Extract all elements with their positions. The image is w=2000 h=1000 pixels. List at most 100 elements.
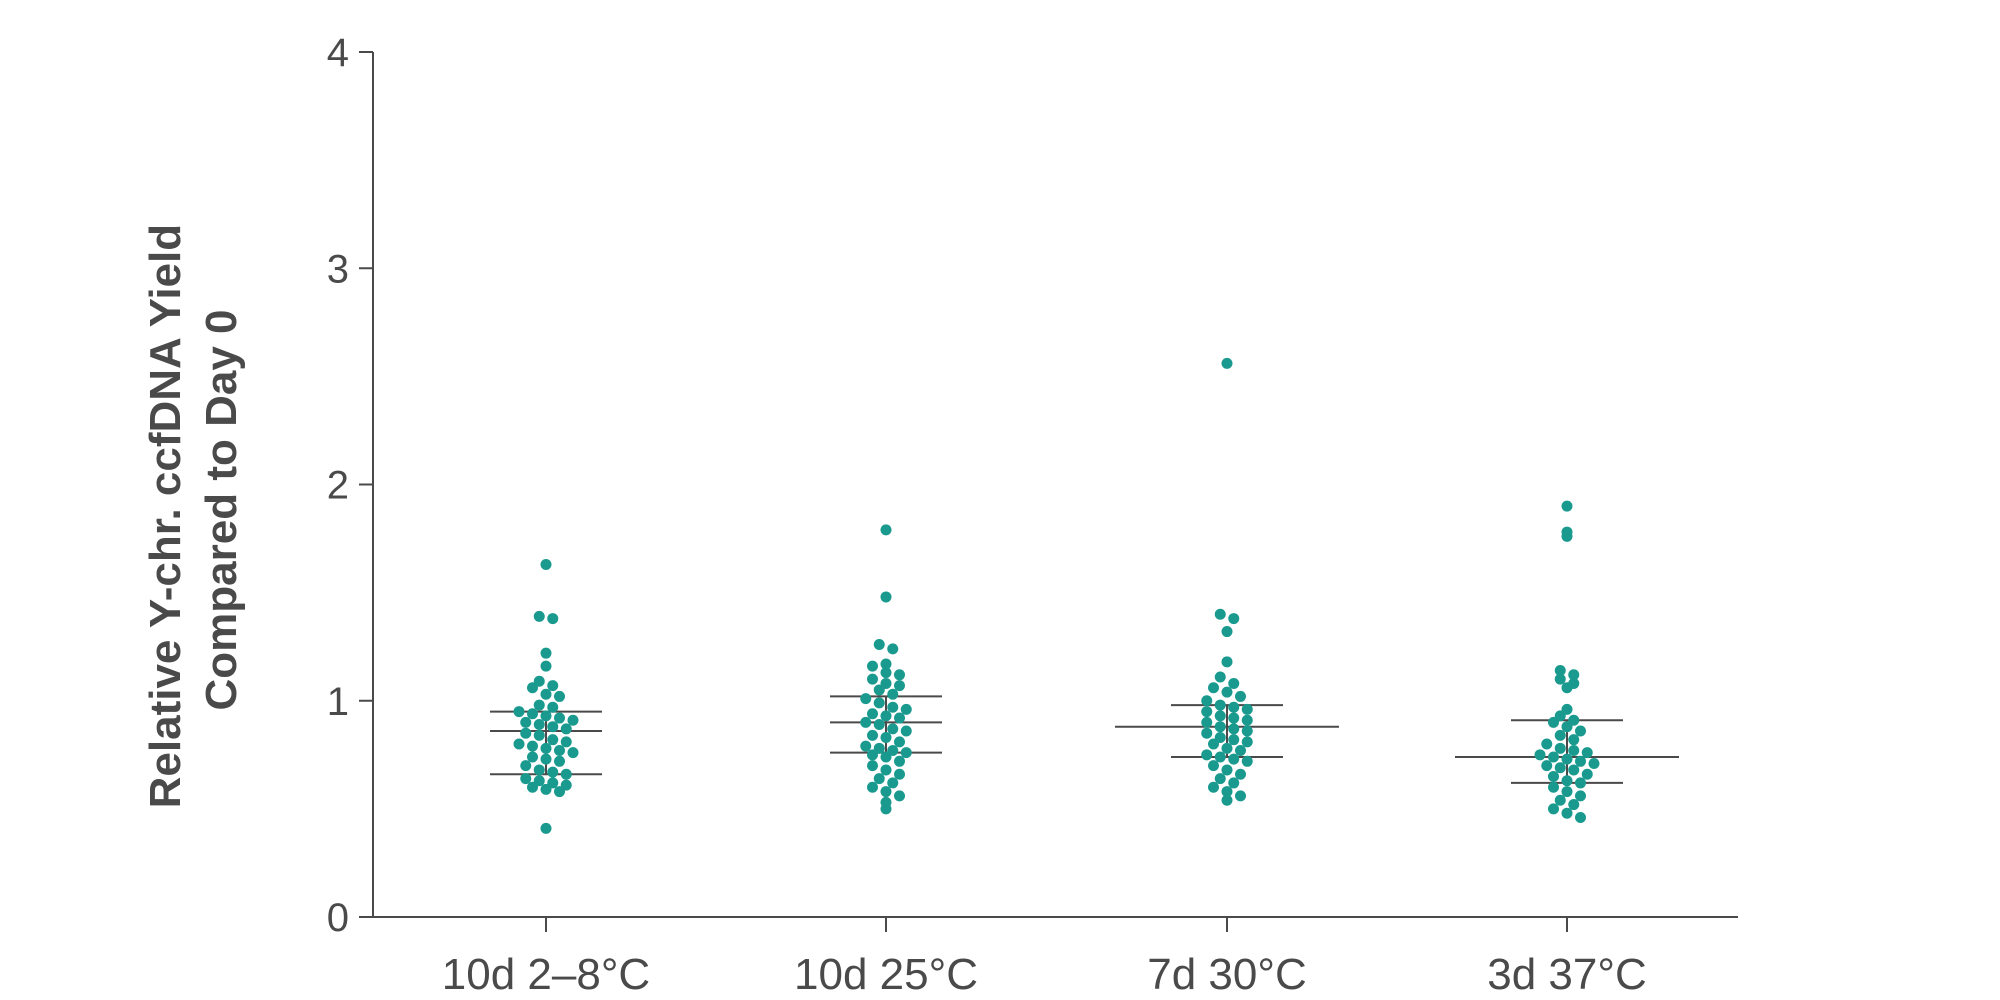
data-point bbox=[1221, 357, 1233, 369]
data-point bbox=[1561, 530, 1573, 542]
data-point bbox=[567, 747, 579, 759]
data-point bbox=[567, 714, 579, 726]
data-point bbox=[873, 639, 885, 651]
data-point bbox=[1561, 786, 1573, 798]
data-point bbox=[1581, 747, 1593, 759]
data-point bbox=[540, 783, 552, 795]
data-point bbox=[1214, 773, 1226, 785]
data-point bbox=[533, 719, 545, 731]
data-point bbox=[527, 740, 538, 752]
data-point bbox=[880, 732, 892, 744]
data-point bbox=[540, 742, 552, 754]
data-point bbox=[1554, 742, 1566, 754]
data-point bbox=[554, 712, 565, 724]
data-point bbox=[533, 729, 545, 741]
data-point bbox=[867, 660, 878, 672]
data-point bbox=[1214, 671, 1226, 683]
data-point bbox=[513, 706, 525, 718]
data-point bbox=[547, 734, 559, 746]
data-point bbox=[1561, 807, 1573, 819]
data-point bbox=[894, 712, 905, 724]
data-point bbox=[547, 766, 559, 778]
data-points bbox=[513, 357, 1600, 834]
data-point bbox=[1208, 682, 1219, 694]
data-point bbox=[894, 755, 905, 767]
data-point bbox=[1548, 803, 1559, 815]
data-point bbox=[1221, 764, 1233, 776]
data-point bbox=[513, 738, 525, 750]
y-tick-label: 0 bbox=[327, 896, 349, 940]
y-axis-label-line-1: Relative Y-chr. ccfDNA Yield bbox=[141, 224, 190, 808]
data-point bbox=[560, 768, 572, 780]
data-point bbox=[867, 781, 878, 793]
data-point bbox=[554, 690, 565, 702]
data-point bbox=[1548, 770, 1559, 782]
data-point bbox=[1568, 744, 1580, 756]
data-point bbox=[540, 753, 552, 765]
data-point bbox=[1214, 710, 1226, 722]
data-point bbox=[540, 710, 552, 722]
data-point bbox=[554, 744, 565, 756]
data-point bbox=[887, 688, 899, 700]
data-point bbox=[1541, 760, 1553, 772]
data-point bbox=[1554, 794, 1566, 806]
data-point bbox=[554, 755, 565, 767]
data-point bbox=[554, 786, 565, 798]
data-point bbox=[887, 643, 899, 655]
data-point bbox=[873, 773, 885, 785]
data-point bbox=[860, 716, 872, 728]
data-point bbox=[1568, 799, 1580, 811]
data-point bbox=[887, 701, 899, 713]
data-point bbox=[547, 680, 559, 692]
data-point bbox=[533, 699, 545, 711]
data-point bbox=[527, 682, 538, 694]
data-point bbox=[887, 723, 899, 735]
data-point bbox=[1235, 744, 1246, 756]
data-point bbox=[900, 725, 912, 737]
data-point bbox=[1561, 500, 1573, 512]
data-point bbox=[547, 701, 559, 713]
x-tick-label: 7d 30°C bbox=[1147, 950, 1306, 999]
data-point bbox=[533, 764, 545, 776]
data-point bbox=[860, 693, 872, 705]
data-point bbox=[1221, 686, 1233, 698]
x-tick-label: 10d 2–8°C bbox=[442, 950, 650, 999]
data-point bbox=[533, 610, 545, 622]
data-point bbox=[1228, 613, 1240, 625]
data-point bbox=[860, 740, 872, 752]
data-point bbox=[1241, 736, 1253, 748]
y-tick-label: 3 bbox=[327, 247, 349, 291]
data-point bbox=[873, 684, 885, 696]
data-point bbox=[1568, 669, 1580, 681]
data-point bbox=[527, 751, 538, 763]
data-point bbox=[887, 777, 899, 789]
data-point bbox=[880, 591, 892, 603]
summary-lines bbox=[490, 695, 1679, 784]
data-point bbox=[1561, 721, 1573, 733]
data-point bbox=[1575, 725, 1586, 737]
data-point bbox=[880, 764, 892, 776]
data-point bbox=[1208, 760, 1219, 772]
data-point bbox=[1554, 664, 1566, 676]
data-point bbox=[1568, 764, 1580, 776]
data-point bbox=[880, 786, 892, 798]
data-point bbox=[880, 658, 892, 670]
data-point bbox=[1235, 768, 1246, 780]
data-point bbox=[1548, 716, 1559, 728]
data-point bbox=[1228, 753, 1240, 765]
y-tick-label: 1 bbox=[327, 680, 349, 724]
data-point bbox=[520, 760, 532, 772]
data-point bbox=[1228, 734, 1240, 746]
data-point bbox=[1208, 781, 1219, 793]
data-point bbox=[1534, 749, 1546, 761]
data-point bbox=[1228, 712, 1240, 724]
x-tick-label: 3d 37°C bbox=[1487, 950, 1646, 999]
data-point bbox=[1548, 751, 1559, 763]
data-point bbox=[867, 760, 878, 772]
data-point bbox=[894, 790, 905, 802]
data-point bbox=[1201, 716, 1213, 728]
data-point bbox=[520, 773, 532, 785]
x-tick-label: 10d 25°C bbox=[794, 950, 978, 999]
